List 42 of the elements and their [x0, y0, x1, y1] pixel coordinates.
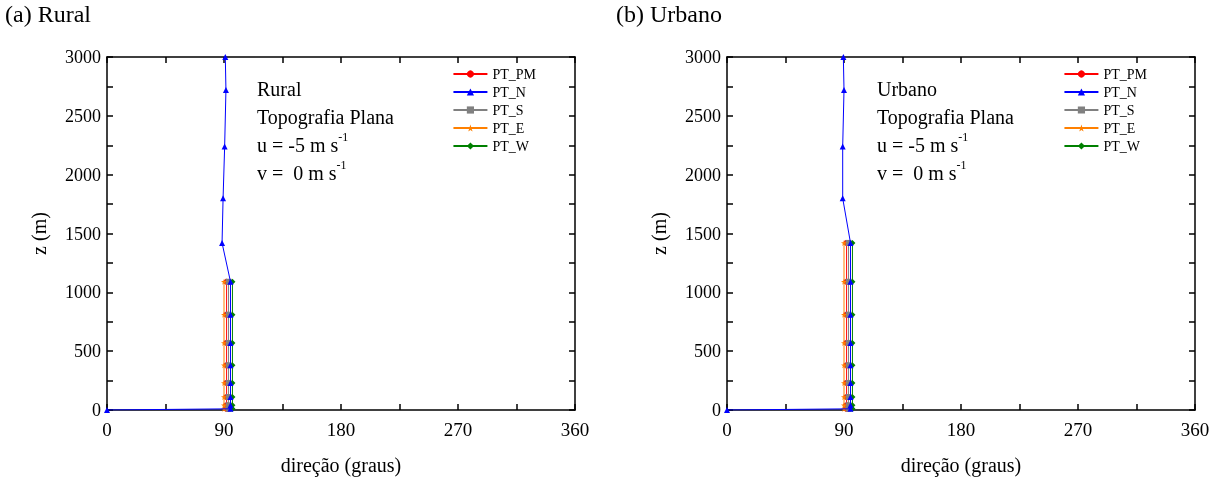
y-tick-label: 1000 [65, 282, 101, 303]
annotation: Urbano [877, 78, 937, 100]
legend-label: PT_S [1103, 102, 1135, 118]
y-tick-label: 0 [92, 400, 101, 420]
chart-title: (a) Rural [5, 1, 92, 27]
legend-label: PT_E [492, 120, 525, 136]
chart-title: (b) Urbano [616, 1, 722, 27]
x-tick-label: 360 [560, 419, 590, 440]
legend-label: PT_S [492, 102, 524, 118]
annotation: Rural [257, 78, 302, 100]
x-axis-title: direção (graus) [900, 454, 1022, 477]
y-tick-label: 3000 [685, 47, 721, 67]
y-tick-label: 3000 [65, 47, 101, 67]
x-tick-label: 180 [326, 419, 356, 440]
y-tick-label: 2500 [685, 105, 721, 126]
y-axis-title: z (m) [648, 212, 671, 255]
legend-label: PT_PM [492, 66, 537, 82]
x-tick-label: 90 [834, 419, 854, 440]
x-tick-label: 180 [946, 419, 976, 440]
x-tick-label: 270 [1063, 419, 1093, 440]
y-tick-label: 500 [694, 341, 721, 362]
legend-label: PT_W [1103, 138, 1141, 154]
y-tick-label: 1500 [685, 223, 721, 244]
annotation: Topografia Plana [257, 106, 395, 129]
x-tick-label: 270 [443, 419, 473, 440]
legend-label: PT_N [492, 84, 526, 100]
x-axis-title: direção (graus) [280, 454, 402, 477]
legend-label: PT_W [492, 138, 530, 154]
legend-label: PT_N [1103, 84, 1137, 100]
x-tick-label: 360 [1180, 419, 1210, 440]
y-tick-label: 2000 [65, 164, 101, 185]
y-axis-title: z (m) [28, 212, 51, 255]
y-tick-label: 0 [712, 400, 721, 420]
y-tick-label: 1000 [685, 282, 721, 303]
x-tick-label: 90 [214, 419, 234, 440]
legend-label: PT_PM [1103, 66, 1148, 82]
annotation: Topografia Plana [877, 106, 1015, 129]
y-tick-label: 2500 [65, 105, 101, 126]
y-tick-label: 2000 [685, 164, 721, 185]
y-tick-label: 1500 [65, 223, 101, 244]
y-tick-label: 500 [74, 341, 101, 362]
legend-label: PT_E [1103, 120, 1136, 136]
